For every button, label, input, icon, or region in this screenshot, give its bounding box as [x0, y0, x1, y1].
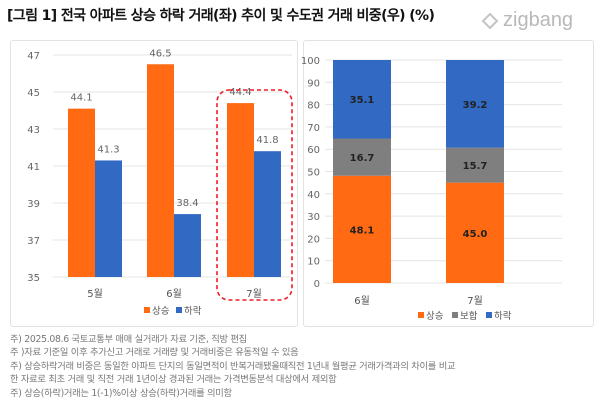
x-tick-label: 7월 [246, 288, 262, 300]
data-label: 35.1 [350, 95, 375, 106]
data-label: 39.2 [463, 100, 488, 111]
bar-상승 [147, 64, 174, 277]
footnotes: 주) 2025.08.6 국토교통부 매매 실거래가 자료 기준, 직방 편집 … [10, 333, 456, 400]
x-tick-label: 6월 [166, 288, 182, 300]
legend-swatch [486, 312, 492, 318]
legend-label: 상승 [426, 311, 444, 322]
bar-하락 [95, 160, 122, 277]
bar-하락 [446, 60, 504, 148]
y-tick-label: 90 [307, 78, 320, 89]
y-tick-label: 0 [314, 279, 320, 290]
y-tick-label: 39 [27, 199, 40, 210]
footnote: 주) 2025.08.6 국토교통부 매매 실거래가 자료 기준, 직방 편집 [10, 334, 247, 345]
data-label: 45.0 [463, 229, 488, 240]
legend-label: 하락 [494, 310, 512, 322]
x-tick-label: 5월 [87, 288, 103, 300]
y-tick-label: 47 [27, 51, 40, 62]
footnote: 주) 상승하락거래 비중은 동일한 아파트 단지의 동일면적이 반복거래됐을때직… [10, 360, 456, 372]
zigbang-logo: zigbang [480, 9, 573, 32]
logo-text: zigbang [503, 9, 574, 31]
footnote: 한 자료로 최초 거래 및 직전 거래 1년이상 경과된 거래는 가격변동분석 … [10, 374, 337, 386]
bar-상승 [446, 182, 504, 283]
bar-상승 [333, 175, 391, 283]
legend-swatch [144, 307, 150, 313]
legend-swatch [452, 312, 458, 318]
y-tick-label: 37 [27, 236, 40, 247]
data-label: 41.3 [97, 144, 119, 155]
data-label: 44.4 [229, 87, 251, 98]
y-tick-label: 100 [301, 56, 320, 67]
x-tick-label: 6월 [354, 295, 370, 307]
y-tick-label: 30 [307, 212, 320, 223]
bar-하락 [254, 151, 281, 277]
y-tick-label: 35 [27, 273, 40, 284]
data-label: 16.7 [350, 153, 375, 164]
legend-label: 보합 [460, 311, 478, 322]
legend-label: 상승 [152, 306, 170, 317]
figure-title: [그림 1] 전국 아파트 상승 하락 거래(좌) 추이 및 수도권 거래 비중… [7, 8, 435, 24]
bar-하락 [174, 214, 201, 277]
y-tick-label: 50 [307, 168, 320, 179]
y-tick-label: 60 [307, 145, 320, 156]
data-label: 48.1 [350, 225, 375, 236]
bar-상승 [68, 108, 95, 278]
data-label: 38.4 [176, 198, 198, 209]
y-tick-label: 41 [27, 162, 40, 173]
footnote: 주 )자료 기준일 이후 추가신고 거래로 거래량 및 거래비중은 유동적일 수… [10, 347, 299, 359]
y-tick-label: 70 [307, 123, 320, 134]
legend-swatch [418, 312, 424, 318]
y-tick-label: 80 [307, 101, 320, 112]
data-label: 44.1 [70, 93, 92, 104]
data-label: 15.7 [463, 161, 488, 172]
data-label: 41.8 [256, 135, 278, 146]
y-tick-label: 20 [307, 234, 320, 245]
x-tick-label: 7월 [467, 295, 483, 307]
data-label: 46.5 [149, 48, 171, 59]
bar-상승 [227, 103, 254, 277]
y-tick-label: 45 [27, 88, 40, 99]
bar-보합 [446, 147, 504, 183]
logo-icon [481, 12, 499, 29]
y-tick-label: 10 [307, 257, 320, 268]
legend-swatch [176, 307, 182, 313]
legend-label: 하락 [184, 305, 202, 317]
footnote: 주) 상승(하락)거래는 1(-1)%이상 상승(하락)거래를 의미함 [10, 387, 232, 399]
y-tick-label: 43 [27, 125, 40, 136]
bar-하락 [333, 60, 391, 139]
bar-보합 [333, 138, 391, 176]
y-tick-label: 40 [307, 190, 320, 201]
highlight-box [216, 89, 293, 301]
